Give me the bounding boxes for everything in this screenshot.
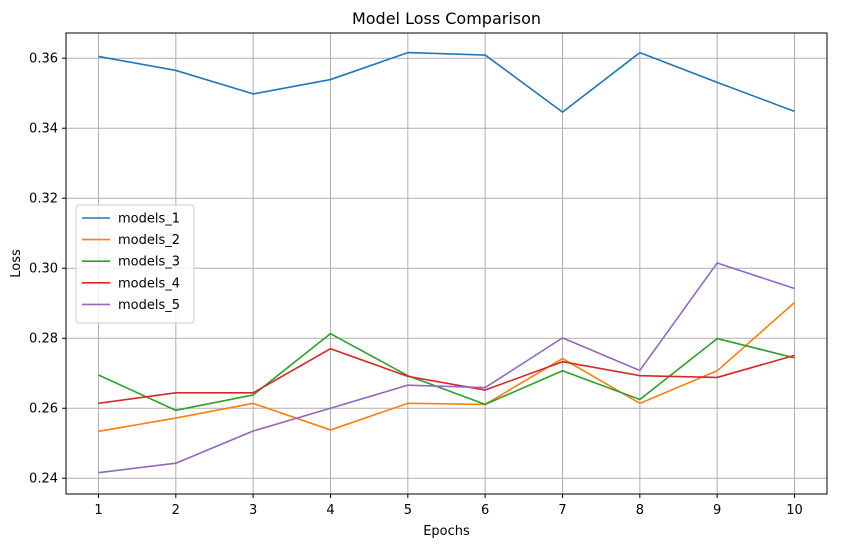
y-tick-label: 0.30: [29, 262, 58, 277]
plot-frame: [65, 32, 828, 495]
y-tick-label: 0.32: [29, 192, 58, 207]
x-tick-label: 2: [172, 503, 180, 518]
x-axis-label: Epochs: [423, 524, 470, 539]
series-line-models_4: [98, 347, 795, 405]
x-tick-label: 6: [481, 503, 489, 518]
series-lines: [98, 51, 796, 474]
x-axis-ticks: 1 2 3 4 5 6 7 8 9 10: [94, 494, 803, 518]
legend-label-models_1: models_1: [118, 212, 180, 227]
y-axis-label: Loss: [9, 249, 24, 278]
series-line-models_5: [98, 262, 795, 474]
legend-label-models_3: models_3: [118, 255, 180, 270]
x-tick-label: 3: [249, 503, 257, 518]
x-tick-label: 8: [636, 503, 644, 518]
x-tick-label: 1: [94, 503, 102, 518]
x-tick-label: 7: [558, 503, 566, 518]
legend: models_1 models_2 models_3 models_4 models_5: [75, 204, 195, 324]
y-tick-label: 0.28: [29, 332, 58, 347]
y-tick-label: 0.36: [29, 52, 58, 67]
legend-label-models_5: models_5: [118, 298, 180, 313]
legend-box: [75, 204, 195, 324]
x-tick-label: 9: [713, 503, 721, 518]
chart-title: Model Loss Comparison: [352, 9, 541, 28]
y-tick-label: 0.34: [29, 122, 58, 137]
series-line-models_1: [98, 51, 795, 113]
y-axis-ticks: 0.24 0.26 0.28 0.30 0.32 0.34 0.36: [29, 52, 66, 487]
series-line-models_2: [98, 301, 796, 433]
y-tick-label: 0.24: [29, 472, 58, 487]
y-tick-label: 0.26: [29, 402, 58, 417]
series-line-models_3: [98, 332, 795, 412]
x-tick-label: 4: [326, 503, 334, 518]
x-tick-label: 5: [404, 503, 412, 518]
grid: [66, 33, 827, 494]
legend-label-models_2: models_2: [118, 233, 180, 248]
x-tick-label: 10: [786, 503, 803, 518]
legend-label-models_4: models_4: [118, 276, 180, 291]
